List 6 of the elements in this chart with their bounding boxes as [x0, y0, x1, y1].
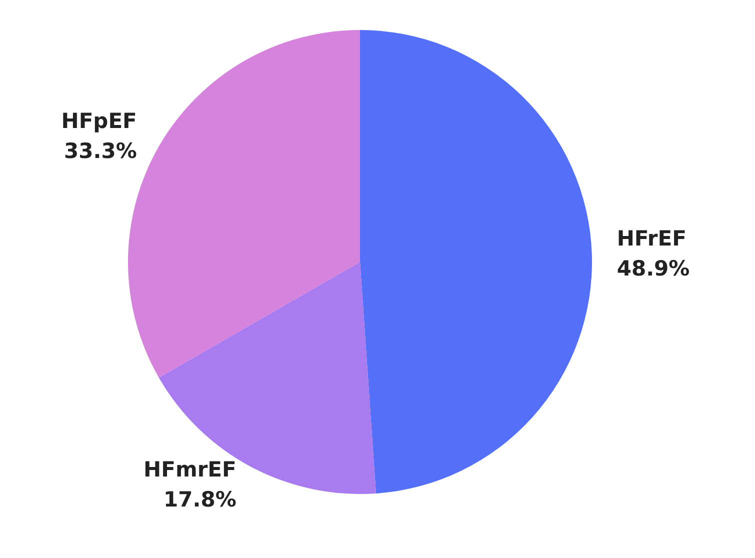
data-label: 48.9% [616, 256, 690, 280]
slice-label: HFmrEF [144, 457, 236, 482]
data-label: 33.3% [64, 138, 137, 163]
data-label: 17.8% [164, 487, 236, 512]
slice-label: HFpEF [61, 108, 137, 133]
slice-label: HFrEF [616, 226, 686, 250]
